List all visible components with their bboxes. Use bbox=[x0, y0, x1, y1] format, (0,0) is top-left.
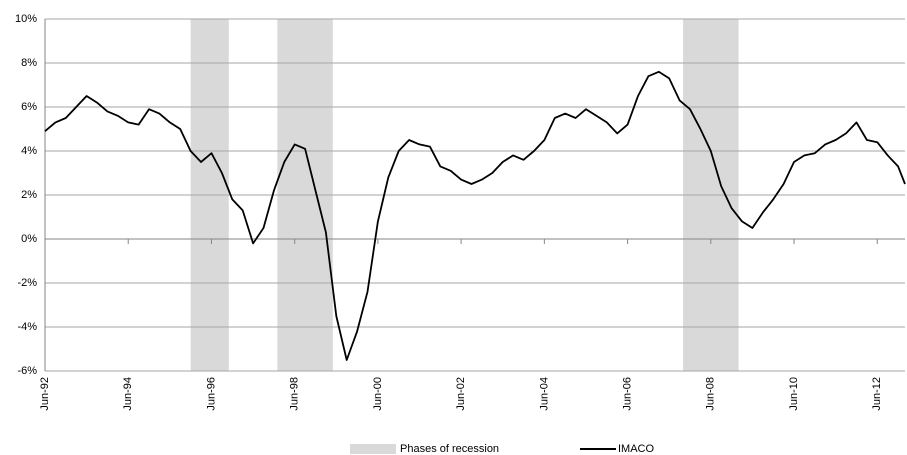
x-tick-label: Jun-94 bbox=[122, 377, 134, 411]
legend-label: Phases of recession bbox=[400, 443, 499, 455]
y-tick-label: 6% bbox=[21, 101, 37, 113]
x-tick-label: Jun-12 bbox=[871, 377, 883, 411]
y-tick-label: 4% bbox=[21, 145, 37, 157]
x-tick-label: Jun-02 bbox=[455, 377, 467, 411]
data-line bbox=[44, 70, 906, 361]
y-tick-label: 0% bbox=[21, 233, 37, 245]
x-tick-label: Jun-00 bbox=[372, 377, 384, 411]
y-tick-label: -2% bbox=[17, 277, 37, 289]
x-tick-label: Jun-04 bbox=[538, 377, 550, 411]
y-tick-label: 8% bbox=[21, 57, 37, 69]
x-tick-label: Jun-08 bbox=[705, 377, 717, 411]
y-tick-label: 10% bbox=[15, 13, 37, 25]
legend-swatch bbox=[350, 444, 396, 454]
y-tick-label: -4% bbox=[17, 321, 37, 333]
x-tick-label: Jun-10 bbox=[788, 377, 800, 411]
legend-label: IMACO bbox=[618, 443, 655, 455]
x-tick-label: Jun-96 bbox=[205, 377, 217, 411]
x-tick-label: Jun-98 bbox=[289, 377, 301, 411]
x-tick-label: Jun-06 bbox=[621, 377, 633, 411]
y-tick-label: -6% bbox=[17, 365, 37, 377]
y-tick-label: 2% bbox=[21, 189, 37, 201]
x-tick-label: Jun-92 bbox=[39, 377, 51, 411]
